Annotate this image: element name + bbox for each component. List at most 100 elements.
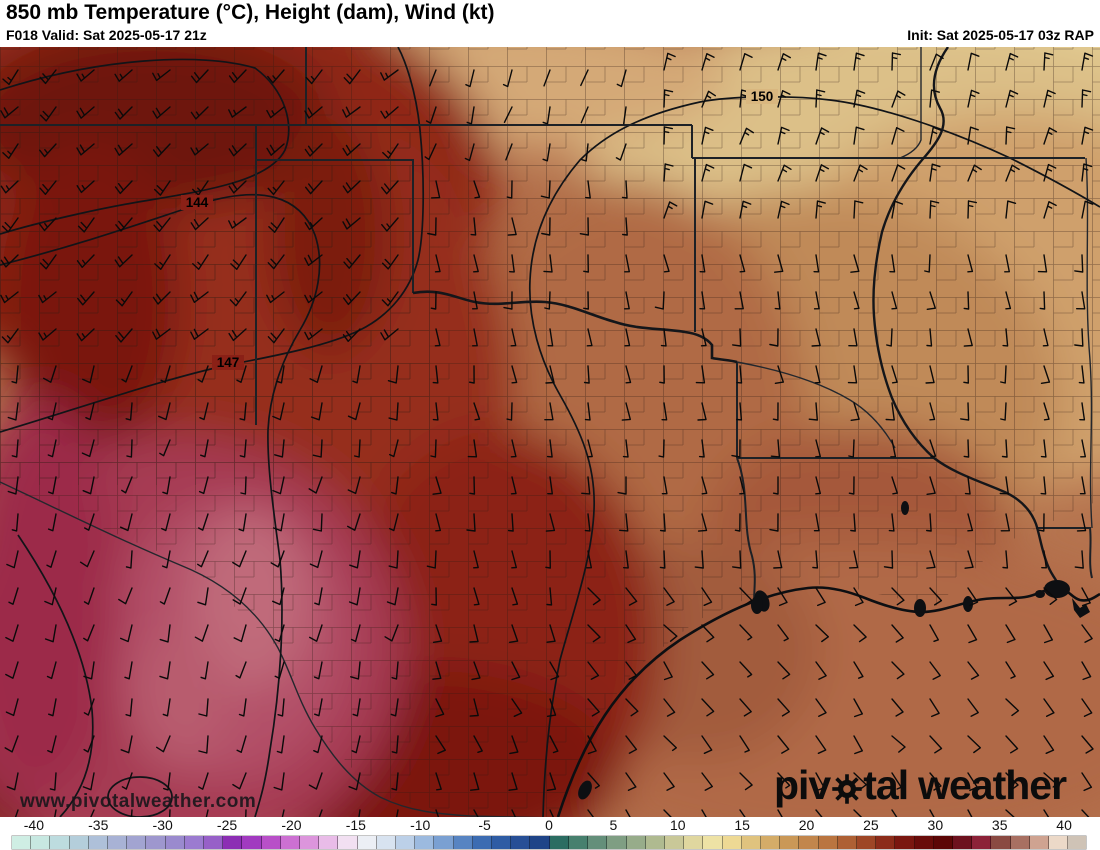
wind-barb (352, 698, 361, 717)
wind-barb (808, 402, 818, 421)
colorbar-cell (88, 836, 109, 849)
wind-barb (967, 513, 974, 532)
wind-barb (739, 476, 745, 495)
wind-barb (891, 365, 898, 384)
wind-barb (777, 200, 790, 219)
wind-barb (587, 772, 600, 789)
wind-barb (1081, 772, 1093, 792)
wind-barb (424, 143, 437, 161)
wind-barb (272, 402, 285, 421)
wind-barb (777, 624, 789, 642)
wind-barb (313, 661, 323, 680)
wind-barb (739, 254, 746, 273)
colorbar-cell (492, 836, 512, 849)
wind-barb (964, 550, 974, 569)
wind-barb (305, 180, 323, 195)
wind-barb (1005, 661, 1016, 679)
wind-barb (853, 624, 867, 643)
wind-barb (342, 106, 361, 118)
colorbar-cell (818, 836, 838, 849)
wind-barb (815, 735, 827, 754)
wind-barb (1043, 772, 1058, 788)
wind-barb (124, 661, 133, 680)
colorbar-cell (453, 836, 473, 849)
wind-barb (1074, 254, 1084, 273)
wind-barb (473, 809, 479, 817)
wind-barb (1081, 735, 1094, 754)
wind-barb (509, 254, 515, 273)
wind-barb (354, 439, 361, 458)
wind-barb (891, 476, 898, 495)
wind-barb (161, 513, 171, 532)
wind-barb (549, 735, 559, 754)
colorbar-cell (511, 836, 531, 849)
border-tx-la-sabine (736, 457, 756, 609)
wind-barb (1005, 809, 1015, 817)
wind-barb (1005, 126, 1016, 145)
colorbar-cell (837, 836, 857, 849)
wind-barb (270, 550, 285, 568)
wind-barb (929, 698, 940, 718)
wind-barb (663, 624, 678, 642)
wind-barb (425, 106, 437, 124)
wind-barb (304, 328, 323, 341)
wind-barb (83, 587, 95, 605)
wind-barb (1041, 550, 1047, 569)
wind-barb (435, 735, 446, 755)
wind-barb (624, 328, 631, 347)
wind-barb (76, 254, 95, 268)
wind-barb (7, 402, 19, 421)
wind-barb (547, 328, 554, 347)
wind-barb (304, 106, 323, 119)
wind-barb (152, 69, 171, 82)
tennessee-river (899, 47, 922, 159)
wind-barb (1043, 127, 1058, 145)
colorbar-cell (242, 836, 262, 849)
wind-barb (81, 439, 95, 458)
contour-150 (528, 95, 1100, 817)
wind-barb (239, 402, 247, 421)
wind-barb (663, 698, 676, 717)
colorbar-cell (1068, 836, 1087, 849)
wind-barb (507, 513, 514, 532)
wind-barb (625, 772, 637, 791)
wind-barb (1079, 476, 1086, 495)
border-la-ms (1036, 527, 1093, 579)
wind-barb (76, 328, 95, 342)
wind-barb (659, 550, 666, 569)
wind-barb (7, 476, 19, 495)
wind-barb (198, 698, 209, 717)
wind-barb (663, 254, 670, 273)
wind-barb (739, 127, 754, 145)
wind-barb (432, 661, 442, 680)
wind-barb (701, 476, 708, 495)
wind-barb (848, 439, 855, 458)
wind-barb (663, 52, 676, 71)
wind-barb (83, 735, 95, 753)
wind-barb (511, 550, 517, 569)
wind-barb (342, 180, 361, 194)
wind-barb (190, 217, 209, 231)
wind-barb (190, 69, 209, 84)
red-river-tx-ok (412, 290, 738, 364)
wind-barb (701, 200, 714, 219)
wind-barb (929, 624, 939, 642)
wind-barb (587, 439, 593, 458)
wind-barb (1043, 402, 1050, 421)
wind-barb (544, 402, 554, 421)
wind-barb (853, 698, 863, 718)
coastline-layer (556, 501, 1100, 817)
wind-barb (622, 439, 629, 458)
colorbar-tick: -15 (345, 817, 366, 833)
wind-barb (79, 550, 95, 568)
wind-barb (429, 69, 437, 87)
wind-barb (114, 143, 133, 156)
colorbar-cell (261, 836, 281, 849)
wind-barb (587, 624, 601, 643)
wind-barb (47, 439, 57, 458)
wind-barb (739, 809, 746, 817)
wind-barb (663, 735, 677, 752)
wind-barb (699, 291, 706, 310)
wind-barb (469, 698, 479, 717)
page-title: 850 mb Temperature (°C), Height (dam), W… (6, 1, 495, 24)
